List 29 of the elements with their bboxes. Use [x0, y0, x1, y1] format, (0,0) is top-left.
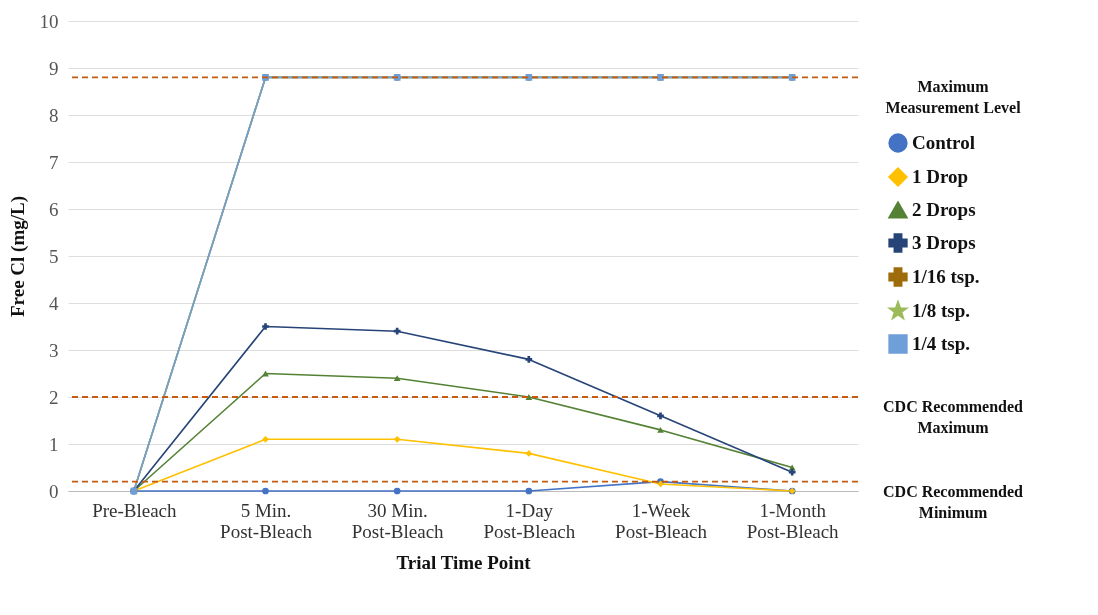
y-tick-label: 0	[49, 480, 59, 502]
legend-label: 1/4 tsp.	[912, 333, 971, 354]
x-tick-label: 1-Week Post-Bleach	[615, 499, 708, 542]
y-tick-label: 7	[49, 151, 59, 173]
legend-label: 3 Drops	[912, 232, 976, 253]
y-tick-label: 9	[49, 57, 59, 79]
y-tick-label: 5	[49, 245, 59, 267]
x-tick-label: 5 Min. Post-Bleach	[220, 499, 313, 542]
y-tick-label: 1	[49, 433, 59, 455]
x-tick-label: 1-Month Post-Bleach	[746, 499, 840, 542]
y-tick-label: 8	[49, 104, 59, 126]
y-tick-label: 4	[49, 292, 59, 314]
y-tick-label: 3	[49, 339, 59, 361]
x-axis-title: Trial Time Point	[396, 551, 532, 573]
y-tick-label: 10	[39, 10, 59, 32]
legend-label: 1/16 tsp.	[912, 266, 980, 287]
x-tick-label: 30 Min. Post-Bleach	[351, 499, 445, 542]
ref-line-label: Maximum Measurement Level	[885, 78, 1022, 117]
ref-line-label: CDC Recommended Maximum	[883, 398, 1024, 436]
y-axis-title: Free Cl (mg/L)	[6, 196, 29, 317]
x-tick-label: Pre-Bleach	[92, 499, 178, 521]
legend-label: Control	[912, 132, 975, 153]
y-tick-label: 2	[49, 386, 59, 408]
y-tick-label: 6	[49, 198, 59, 220]
x-tick-label: 1-Day Post-Bleach	[483, 499, 576, 542]
legend-label: 1/8 tsp.	[912, 300, 971, 321]
legend-label: 2 Drops	[912, 199, 976, 220]
legend-label: 1 Drop	[912, 166, 969, 187]
ref-line-label: CDC Recommended Minimum	[883, 482, 1024, 521]
